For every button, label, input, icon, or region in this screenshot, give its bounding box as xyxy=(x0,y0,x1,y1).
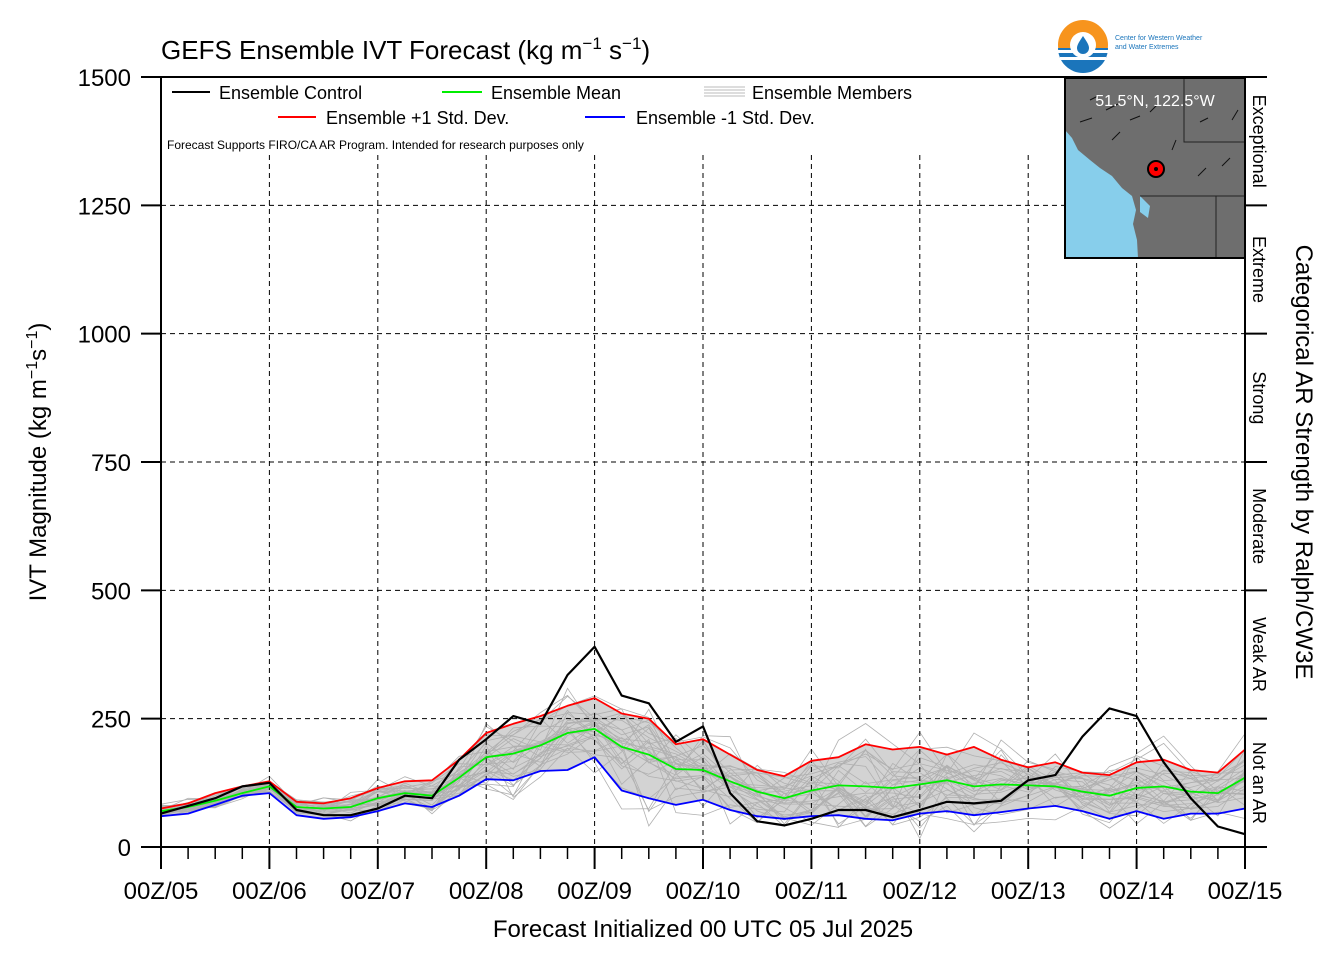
x-tick-label: 00Z/06 xyxy=(232,878,307,905)
plus-std-line xyxy=(160,697,1246,810)
category-label: Exceptional xyxy=(1249,95,1269,188)
x-tick-label: 00Z/08 xyxy=(449,878,524,905)
legend-members-swatch xyxy=(704,86,745,97)
research-note: Forecast Supports FIRO/CA AR Program. In… xyxy=(167,138,584,152)
x-tick-label: 00Z/15 xyxy=(1208,878,1283,905)
chart-title: GEFS Ensemble IVT Forecast (kg m−1 s−1) xyxy=(161,34,650,65)
y-tick-label: 0 xyxy=(118,835,131,862)
map-borders xyxy=(1140,78,1245,258)
legend-plus-label: Ensemble +1 Std. Dev. xyxy=(326,108,509,128)
category-label: Weak AR xyxy=(1249,617,1269,692)
category-label: Strong xyxy=(1249,371,1269,424)
map-rivers xyxy=(1079,95,1239,177)
legend: Ensemble Control Ensemble Mean Ensemble … xyxy=(167,83,912,152)
category-label: Moderate xyxy=(1249,488,1269,564)
y-axis-label: IVT Magnitude (kg m−1s−1) xyxy=(24,323,52,602)
ensemble-member-line xyxy=(160,718,1246,814)
x-tick-label: 00Z/10 xyxy=(666,878,741,905)
x-tick-label: 00Z/13 xyxy=(991,878,1066,905)
axis-ticks xyxy=(141,76,1267,869)
x-tick-label: 00Z/07 xyxy=(340,878,415,905)
map-coordinates: 51.5°N, 122.5°W xyxy=(1095,93,1215,110)
mean-line xyxy=(160,728,1246,812)
y-tick-label: 750 xyxy=(91,450,131,477)
grid xyxy=(161,155,1245,847)
logo-text-line1: Center for Western Weather xyxy=(1115,35,1203,42)
y-tick-label: 1500 xyxy=(78,65,131,92)
y-tick-label: 250 xyxy=(91,707,131,734)
x-tick-label: 00Z/11 xyxy=(775,878,848,905)
series-lines xyxy=(160,645,1246,836)
right-axis-label: Categorical AR Strength by Ralph/CW3E xyxy=(1290,245,1317,680)
x-tick-label: 00Z/05 xyxy=(124,878,199,905)
cw3e-logo: Center for Western Weather and Water Ext… xyxy=(1058,20,1203,73)
x-tick-label: 00Z/12 xyxy=(882,878,957,905)
y-tick-label: 1000 xyxy=(78,322,131,349)
control-line xyxy=(160,645,1246,836)
minus-std-line xyxy=(160,756,1246,822)
ensemble-member-line xyxy=(160,718,1246,827)
category-label: Not an AR xyxy=(1249,742,1269,824)
ocean xyxy=(1065,130,1138,258)
logo-text-line2: and Water Extremes xyxy=(1115,44,1179,51)
legend-mean-label: Ensemble Mean xyxy=(491,83,621,103)
legend-control-label: Ensemble Control xyxy=(219,83,362,103)
y-tick-label: 500 xyxy=(91,578,131,605)
legend-members-label: Ensemble Members xyxy=(752,83,912,103)
axis-labels: 0 250 500 750 1000 1250 1500 00Z/05 00Z/06 00Z/07… xyxy=(78,65,1283,905)
legend-minus-label: Ensemble -1 Std. Dev. xyxy=(636,108,815,128)
x-tick-label: 00Z/14 xyxy=(1099,878,1174,905)
x-axis-label: Forecast Initialized 00 UTC 05 Jul 2025 xyxy=(493,916,913,943)
location-map: 51.5°N, 122.5°W xyxy=(1064,77,1246,259)
x-tick-label: 00Z/09 xyxy=(557,878,632,905)
inland-water xyxy=(1140,196,1150,218)
y-tick-label: 1250 xyxy=(78,193,131,220)
category-label: Extreme xyxy=(1249,236,1269,303)
ensemble-member-line xyxy=(160,730,1246,813)
